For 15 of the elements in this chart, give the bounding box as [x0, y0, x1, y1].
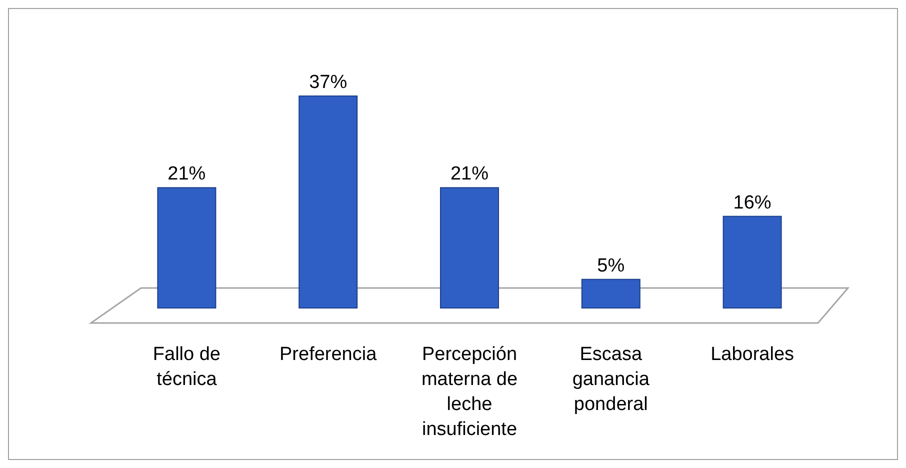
- x-tick-label: Laborales: [710, 344, 794, 365]
- x-tick-label: Escasa ganancia ponderal: [572, 344, 650, 415]
- bar: [722, 216, 782, 308]
- bar: [440, 187, 499, 308]
- x-tick-label: Fallo de técnica: [152, 344, 221, 390]
- data-label: 37%: [309, 72, 348, 93]
- bar: [581, 278, 640, 308]
- bar: [157, 187, 216, 308]
- data-label: 5%: [597, 255, 625, 276]
- data-label: 21%: [168, 164, 206, 185]
- data-label: 16%: [733, 192, 772, 214]
- data-label: 21%: [450, 164, 489, 185]
- x-tick-label: Preferencia: [280, 344, 378, 365]
- x-tick-label: Percepción materna de leche insuficiente: [421, 344, 518, 440]
- bar: [298, 96, 358, 308]
